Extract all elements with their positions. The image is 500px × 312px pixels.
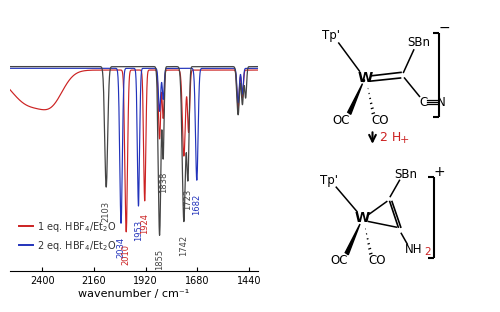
Text: 1742: 1742 (180, 235, 188, 256)
Text: NH: NH (405, 243, 422, 256)
Text: 1924: 1924 (140, 213, 149, 234)
Polygon shape (348, 84, 362, 114)
Text: W: W (358, 71, 372, 85)
Text: 2034: 2034 (116, 237, 126, 258)
Text: +: + (400, 135, 409, 145)
Text: Tp': Tp' (320, 174, 338, 188)
Text: CO: CO (371, 114, 389, 127)
Text: 2103: 2103 (102, 201, 110, 222)
Text: 1838: 1838 (158, 172, 168, 193)
Text: +: + (434, 165, 445, 179)
Legend: 1 eq. HBF$_4$/Et$_2$O, 2 eq. HBF$_4$/Et$_2$O: 1 eq. HBF$_4$/Et$_2$O, 2 eq. HBF$_4$/Et$… (15, 216, 120, 256)
Text: 2010: 2010 (122, 244, 130, 265)
Text: SBn: SBn (394, 168, 417, 181)
Text: 2: 2 (424, 247, 430, 257)
Text: −: − (438, 21, 450, 35)
Text: W: W (355, 212, 370, 225)
Text: 2 H: 2 H (380, 131, 401, 144)
Text: C: C (419, 95, 427, 109)
X-axis label: wavenumber / cm⁻¹: wavenumber / cm⁻¹ (78, 289, 190, 299)
Text: CO: CO (369, 254, 386, 267)
Text: OC: OC (332, 114, 350, 127)
Text: 1682: 1682 (192, 194, 202, 215)
Text: Tp': Tp' (322, 29, 340, 42)
Text: 1723: 1723 (184, 189, 192, 210)
Text: 1855: 1855 (155, 249, 164, 270)
Text: N: N (438, 95, 446, 109)
Text: 1953: 1953 (134, 220, 143, 241)
Text: SBn: SBn (408, 36, 431, 49)
Text: OC: OC (330, 254, 347, 267)
Polygon shape (345, 224, 360, 255)
